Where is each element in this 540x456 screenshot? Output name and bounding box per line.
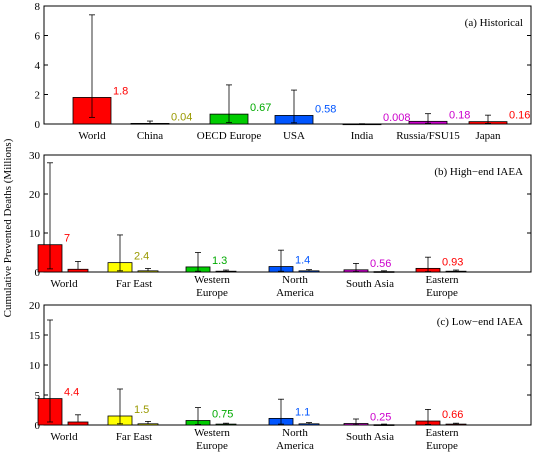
y-tick-label: 5: [35, 390, 41, 402]
y-tick-label: 2: [35, 90, 41, 102]
y-tick-label: 30: [29, 150, 41, 162]
data-label: 0.008: [383, 112, 411, 124]
y-tick-label: 15: [29, 330, 41, 342]
bar-secondary: [445, 423, 467, 426]
category-label: OECD Europe: [197, 130, 262, 142]
panel-1: 0 2 4 6 8 (a) Historical 1.8 World 0.04 China 0.67…: [35, 1, 532, 142]
data-label: 7: [64, 233, 70, 245]
y-tick-label: 0: [35, 119, 41, 131]
data-label: 1.4: [295, 255, 310, 267]
category-label: Far East: [116, 278, 152, 290]
data-label: 0.56: [370, 258, 391, 270]
category-label: South Asia: [346, 278, 394, 290]
y-tick-label: 20: [29, 189, 41, 201]
category-label: China: [137, 130, 163, 142]
data-label: 1.5: [134, 404, 149, 416]
category-label: Japan: [475, 130, 501, 142]
category-label: South Asia: [346, 431, 394, 443]
data-label: 0.75: [212, 409, 233, 421]
y-axis-label: Cumulative Prevented Deaths (Millions): [2, 138, 14, 317]
panel-3: 0 5 10 15 20 (c) Low−end IAEA 4.4 World 1.5 Far E…: [29, 300, 532, 452]
bar-secondary: [373, 424, 395, 426]
category-label: Western Europe: [194, 274, 230, 299]
y-tick-label: 0: [35, 420, 41, 432]
panel-title: (a) Historical: [465, 17, 523, 29]
bar-secondary: [298, 270, 320, 273]
data-label: 0.18: [449, 109, 470, 121]
category-label: USA: [283, 130, 305, 142]
y-tick-label: 10: [29, 360, 41, 372]
plot-frame: [43, 5, 532, 125]
category-label: Eastern Europe: [426, 274, 459, 299]
bar-secondary: [215, 423, 237, 426]
data-label: 2.4: [134, 251, 149, 263]
data-label: 0.16: [509, 110, 530, 122]
category-label: World: [50, 278, 78, 290]
bar-secondary: [67, 268, 89, 273]
bar-secondary: [445, 270, 467, 273]
category-label: World: [78, 130, 106, 142]
y-tick-label: 0: [35, 267, 41, 279]
category-label: North America: [276, 427, 314, 452]
bar-secondary: [137, 270, 159, 273]
category-label: Eastern Europe: [426, 427, 459, 452]
data-label: 1.1: [295, 406, 310, 418]
data-label: 4.4: [64, 387, 79, 399]
category-label: India: [351, 130, 374, 142]
data-label: 0.67: [250, 102, 271, 114]
data-label: 0.25: [370, 412, 391, 424]
panel-title: (c) Low−end IAEA: [437, 316, 523, 328]
y-tick-label: 4: [35, 60, 41, 72]
category-label: Western Europe: [194, 427, 230, 452]
data-label: 1.8: [113, 85, 128, 97]
y-tick-label: 20: [29, 300, 41, 312]
bar-secondary: [67, 421, 89, 426]
data-label: 0.66: [442, 409, 463, 421]
data-label: 1.3: [212, 255, 227, 267]
category-label: North America: [276, 274, 314, 299]
category-label: World: [50, 431, 78, 443]
panel-title: (b) High−end IAEA: [434, 166, 523, 178]
bar-secondary: [373, 271, 395, 273]
y-tick-label: 6: [35, 31, 41, 43]
data-label: 0.04: [171, 111, 192, 123]
category-label: Russia/FSU15: [396, 130, 460, 142]
category-label: Far East: [116, 431, 152, 443]
panel-2: 0 10 20 30 (b) High−end IAEA 7 World 2.4 Far Eas…: [29, 150, 532, 299]
data-label: 0.58: [315, 103, 336, 115]
bar-secondary: [137, 423, 159, 426]
bar-secondary: [298, 423, 320, 426]
data-label: 0.93: [442, 256, 463, 268]
y-tick-label: 10: [29, 228, 41, 240]
bar-secondary: [215, 270, 237, 273]
y-tick-label: 8: [35, 1, 41, 13]
